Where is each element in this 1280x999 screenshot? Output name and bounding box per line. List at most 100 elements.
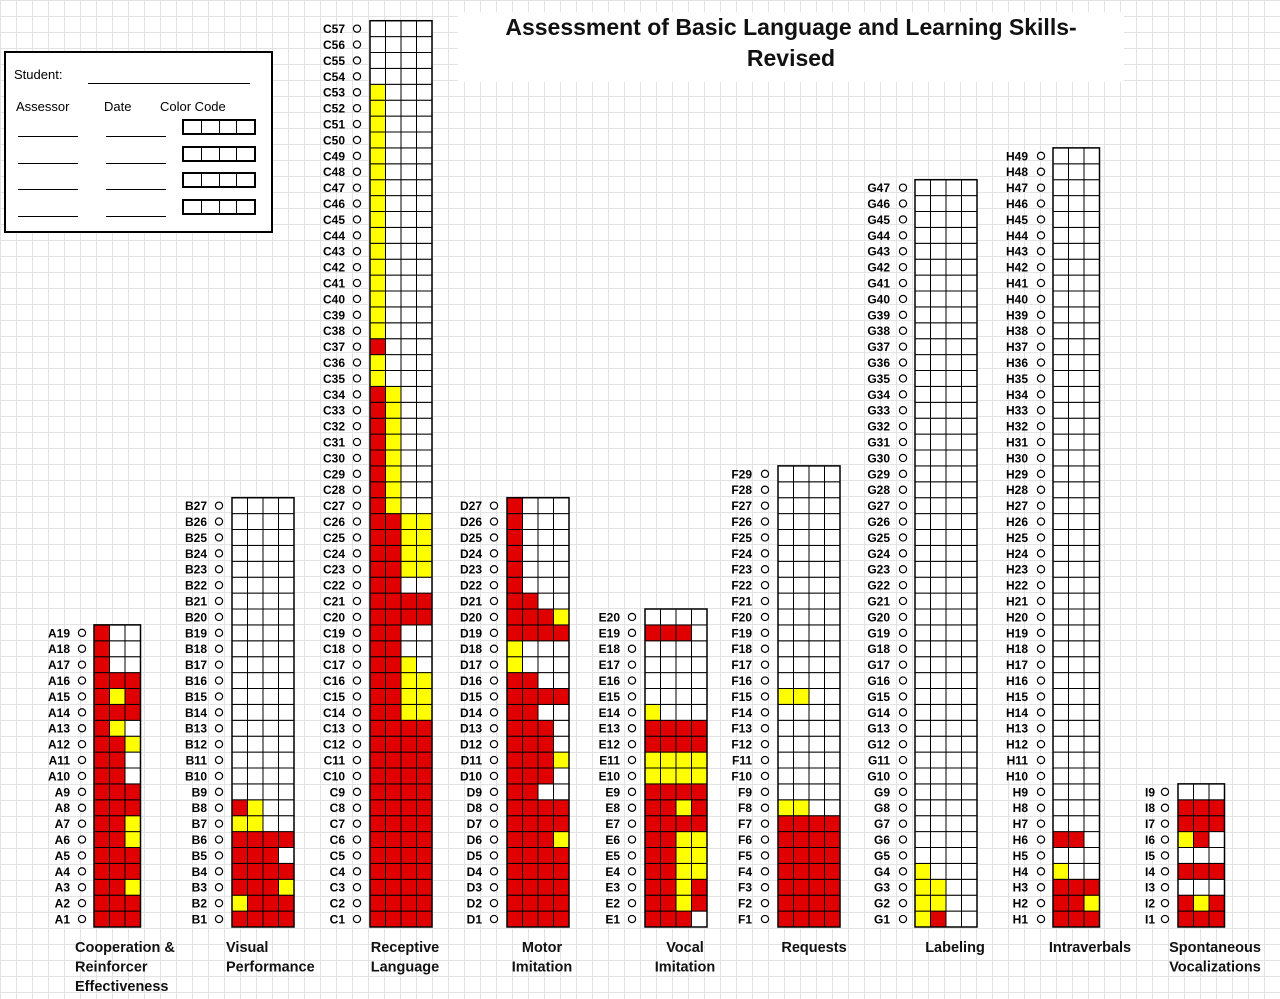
cell-d26-4: [553, 513, 570, 530]
cell-c14-3: [400, 703, 417, 721]
cell-f1-1: [777, 910, 794, 928]
cell-a8-2: [109, 799, 126, 817]
cell-c36-3: [400, 354, 417, 372]
cell-c24-2: [385, 544, 402, 562]
cell-d19-2: [522, 624, 539, 642]
cell-c44-4: [416, 226, 433, 244]
cell-g45-3: [945, 211, 962, 228]
cell-g32-4: [961, 417, 978, 435]
item-marker-e11: [627, 755, 637, 765]
cell-f2-2: [793, 894, 810, 912]
assessor-field-3[interactable]: [18, 189, 78, 190]
cell-c32-3: [400, 417, 417, 435]
cell-c25-4: [416, 529, 433, 546]
cell-e8-4: [691, 799, 708, 817]
cell-d13-2: [522, 719, 539, 737]
cell-h39-3: [1083, 306, 1100, 324]
cell-h48-2: [1068, 163, 1085, 181]
cell-b9-1: [231, 783, 248, 801]
cell-g9-2: [930, 783, 947, 801]
cell-h28-2: [1068, 481, 1085, 499]
cell-e5-3: [675, 847, 692, 864]
cell-c49-2: [385, 147, 402, 165]
cell-c47-1: [369, 179, 386, 197]
item-marker-d2: [489, 898, 499, 908]
cell-c55-2: [385, 52, 402, 69]
cell-d24-3: [537, 544, 554, 562]
cell-h6-3: [1083, 831, 1100, 848]
cell-h4-2: [1068, 862, 1085, 880]
cell-b27-1: [231, 497, 248, 515]
cell-g23-4: [961, 560, 978, 578]
cell-c57-4: [416, 20, 433, 38]
item-label-h46: H46: [1006, 197, 1028, 211]
item-marker-f13: [760, 724, 770, 733]
date-field-1[interactable]: [106, 136, 166, 137]
cell-d11-3: [537, 751, 554, 769]
cell-e3-4: [691, 878, 708, 896]
cell-c52-1: [369, 99, 386, 117]
item-label-g8: G8: [874, 801, 890, 815]
cell-d7-2: [522, 815, 539, 833]
cell-d22-1: [506, 576, 523, 594]
assessor-field-1[interactable]: [18, 136, 78, 137]
item-marker-e1: [627, 914, 637, 924]
cell-c52-4: [416, 99, 433, 117]
cell-c22-3: [400, 576, 417, 594]
item-label-a7: A7: [55, 817, 71, 831]
cell-b17-4: [278, 656, 295, 674]
item-marker-h22: [1036, 580, 1046, 590]
date-field-2[interactable]: [106, 163, 166, 164]
cell-h32-3: [1083, 417, 1100, 435]
cell-c57-3: [400, 20, 417, 38]
item-marker-f9: [760, 787, 770, 797]
cell-c44-1: [369, 226, 386, 244]
item-label-d4: D4: [467, 865, 483, 879]
cell-f4-3: [808, 862, 825, 880]
cell-h20-3: [1083, 608, 1100, 626]
date-field-4[interactable]: [106, 216, 166, 217]
item-marker-g41: [898, 278, 908, 288]
item-marker-b27: [214, 501, 224, 510]
cell-e1-4: [691, 910, 708, 928]
cell-d17-1: [506, 656, 523, 674]
date-field-3[interactable]: [106, 189, 166, 190]
cell-g8-3: [945, 799, 962, 817]
cell-h31-3: [1083, 433, 1100, 451]
cell-h3-2: [1068, 878, 1085, 896]
cell-c15-1: [369, 688, 386, 705]
cell-d3-4: [553, 878, 570, 896]
cell-c2-2: [385, 894, 402, 912]
item-marker-c24: [352, 549, 362, 558]
item-marker-e18: [627, 644, 637, 653]
cell-i8-2: [1193, 799, 1210, 817]
section-label-a-1: Cooperation &: [75, 940, 175, 956]
item-label-f15: F15: [731, 690, 752, 704]
student-name-field[interactable]: [88, 83, 250, 84]
cell-h47-1: [1052, 179, 1069, 197]
cell-g15-2: [930, 688, 947, 705]
cell-b2-4: [278, 894, 295, 912]
cell-d3-3: [537, 878, 554, 896]
item-label-h18: H18: [1006, 642, 1028, 656]
cell-h15-2: [1068, 688, 1085, 705]
item-label-e20: E20: [599, 610, 621, 624]
cell-f21-1: [777, 592, 794, 610]
assessor-field-2[interactable]: [18, 163, 78, 164]
cell-c34-2: [385, 385, 402, 403]
cell-c55-3: [400, 52, 417, 69]
cell-h7-1: [1052, 815, 1069, 833]
cell-g6-4: [961, 831, 978, 848]
cell-d23-3: [537, 560, 554, 578]
item-label-c40: C40: [323, 292, 345, 306]
cell-c21-1: [369, 592, 386, 610]
item-label-d23: D23: [460, 563, 482, 577]
cell-b8-3: [262, 799, 279, 817]
item-label-a12: A12: [48, 738, 70, 752]
assessor-field-4[interactable]: [18, 216, 78, 217]
cell-c1-2: [385, 910, 402, 928]
color-code-boxes-3: [182, 172, 256, 188]
item-marker-c43: [352, 247, 362, 256]
item-label-e3: E3: [605, 881, 620, 895]
